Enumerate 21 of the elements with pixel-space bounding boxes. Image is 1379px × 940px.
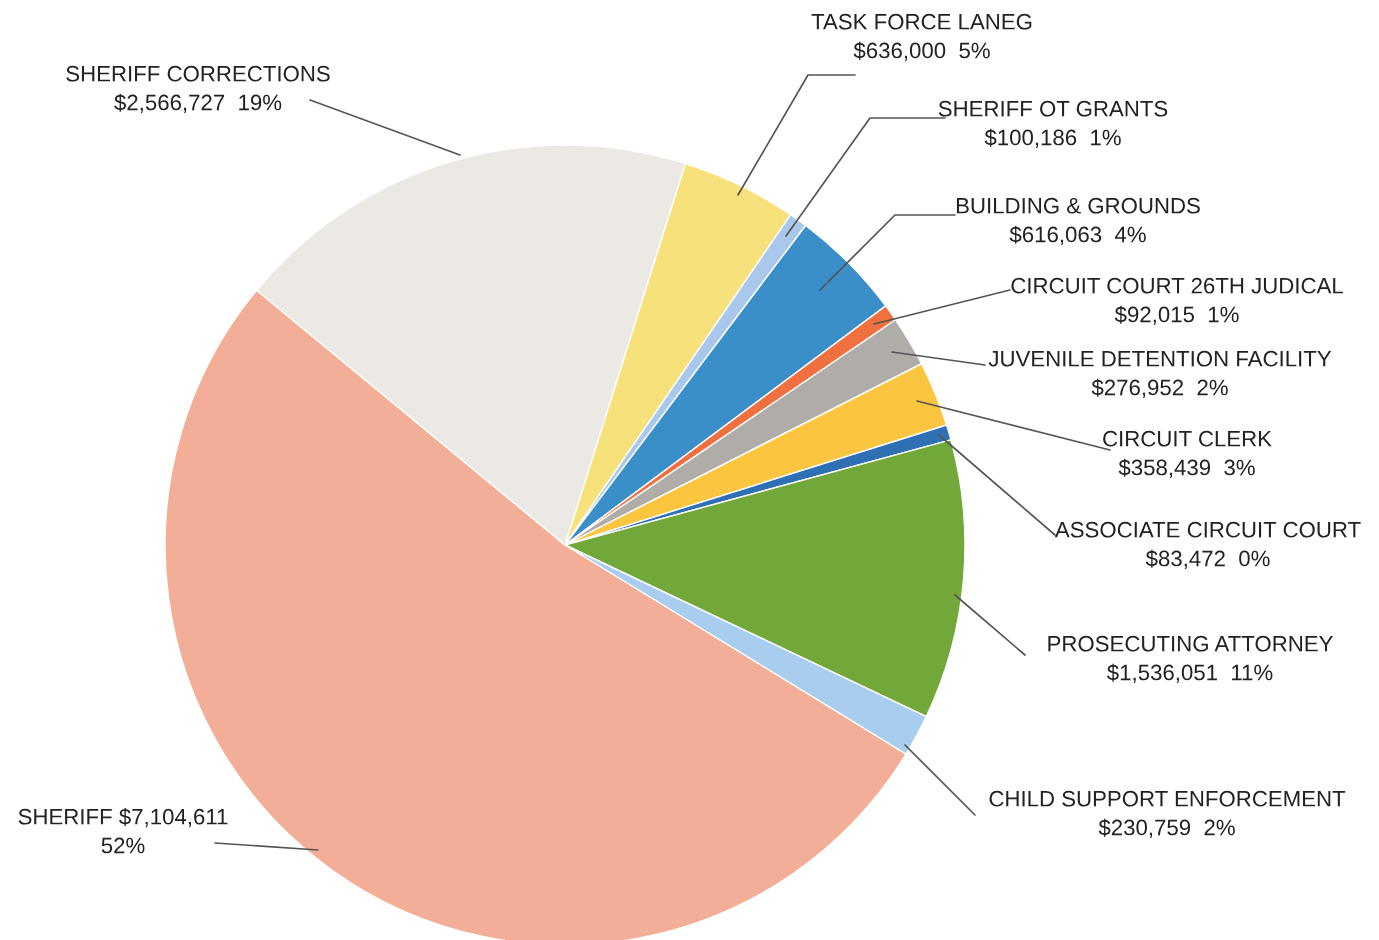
slice-label: BUILDING & GROUNDS (956, 197, 1200, 214)
data-label: $92,015 1% (1114, 305, 1239, 325)
slice-label: JUVENILE DETENTION FACILITY (988, 350, 1332, 367)
slice-label: SHERIFF CORRECTIONS (66, 65, 330, 82)
slice-label: ASSOCIATE CIRCUIT COURT (1054, 521, 1361, 538)
slice-label: PROSECUTING ATTORNEY (1048, 635, 1333, 652)
data-label: $1,536,051 11% (1107, 663, 1273, 683)
slice-label: SHERIFF OT GRANTS (938, 100, 1168, 117)
data-label: $230,759 2% (1098, 818, 1235, 838)
data-label: $100,186 1% (984, 128, 1121, 148)
slice-label: CIRCUIT CLERK (1103, 430, 1272, 447)
data-label: $2,566,727 19% (114, 93, 282, 113)
slice-label: CIRCUIT COURT 26TH JUDICAL (1011, 277, 1343, 294)
data-label: $636,000 5% (853, 41, 990, 61)
data-label: $358,439 3% (1118, 458, 1255, 478)
data-label: $83,472 0% (1145, 549, 1270, 569)
data-label: $276,952 2% (1091, 378, 1228, 398)
slice-label: TASK FORCE LANEG (811, 13, 1032, 30)
data-label: $616,063 4% (1009, 225, 1146, 245)
slice-label: CHILD SUPPORT ENFORCEMENT (989, 790, 1346, 807)
slice-label: SHERIFF $7,104,611 52% (18, 807, 228, 854)
